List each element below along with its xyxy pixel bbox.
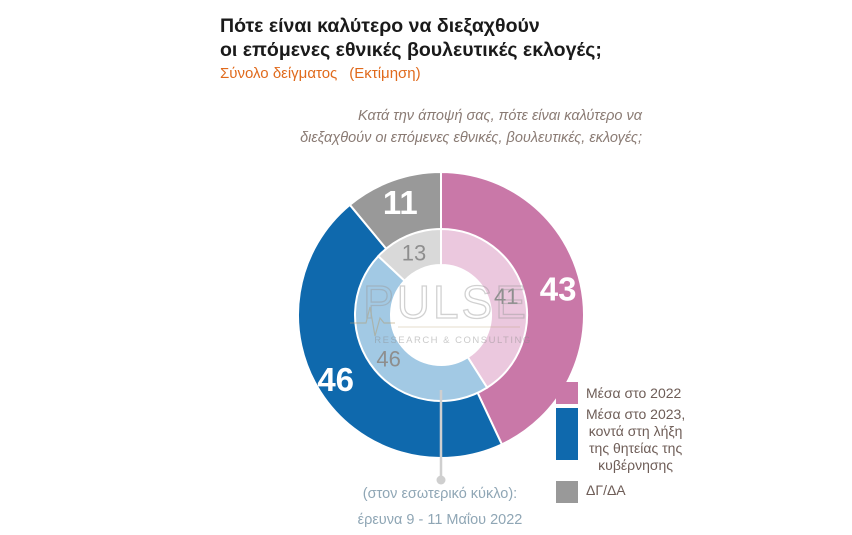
title-line-1: Πότε είναι καλύτερο να διεξαχθούν xyxy=(220,15,540,37)
question-line-1: Κατά την άποψή σας, πότε είναι καλύτερο … xyxy=(358,108,642,124)
legend-swatch xyxy=(556,481,578,503)
inner-slice-2023 xyxy=(354,254,489,402)
title-line-2: οι επόμενες εθνικές βουλευτικές εκλογές; xyxy=(220,39,602,61)
pulse-watermark: PULSE RESEARCH & CONSULTING xyxy=(350,275,531,346)
legend-label: Μέσα στο 2023, κοντά στη λήξη της θητείας … xyxy=(586,406,685,474)
question-line-2: διεξαχθούν οι επόμενες εθνικές, βουλευτι… xyxy=(300,130,642,146)
legend-swatch xyxy=(556,382,578,404)
legend-label-line: Μέσα στο 2022 xyxy=(586,385,682,401)
legend-label-line: κοντά στη λήξη xyxy=(588,423,683,439)
inner-ring: 41 46 13 xyxy=(354,227,528,402)
subtitle-estimate: (Εκτίμηση) xyxy=(349,65,421,82)
legend-label: ΔΓ/ΔΑ xyxy=(586,482,626,499)
chart-title: Πότε είναι καλύτερο να διεξαχθούν οι επό… xyxy=(220,14,602,62)
note-line-2: έρευνα 9 - 11 Μαΐου 2022 xyxy=(357,512,523,528)
watermark-brand: PULSE xyxy=(363,276,529,328)
outer-label-dkna: 11 xyxy=(383,184,418,221)
legend-swatch xyxy=(556,408,578,460)
note-pointer-dot xyxy=(436,475,446,485)
legend-label-line: κυβέρνησης xyxy=(598,457,674,473)
outer-label-2023: 46 xyxy=(317,361,354,398)
legend-label: Μέσα στο 2022 xyxy=(586,385,681,402)
inner-label-2022: 41 xyxy=(494,284,518,309)
inner-label-2023: 46 xyxy=(376,346,400,371)
inner-slice-2022 xyxy=(440,227,528,389)
inner-label-dkna: 13 xyxy=(402,241,426,266)
survey-question: Κατά την άποψή σας, πότε είναι καλύτερο … xyxy=(230,105,642,149)
outer-label-2022: 43 xyxy=(540,271,577,308)
legend-label-line: της θητείας της xyxy=(589,440,683,456)
note-line-1: (στον εσωτερικό κύκλο): xyxy=(362,486,518,502)
inner-slice-dkna xyxy=(376,227,442,283)
chart-subtitle: Σύνολο δείγματος (Εκτίμηση) xyxy=(220,65,421,82)
watermark-tagline: RESEARCH & CONSULTING xyxy=(374,335,531,346)
inner-ring-note: (στον εσωτερικό κύκλο): έρευνα 9 - 11 Μα… xyxy=(335,481,545,533)
watermark-pulse-line-icon xyxy=(350,306,395,337)
subtitle-sample: Σύνολο δείγματος xyxy=(220,65,338,82)
legend-label-line: Μέσα στο 2023, xyxy=(586,406,686,422)
legend-label-line: ΔΓ/ΔΑ xyxy=(586,482,626,498)
